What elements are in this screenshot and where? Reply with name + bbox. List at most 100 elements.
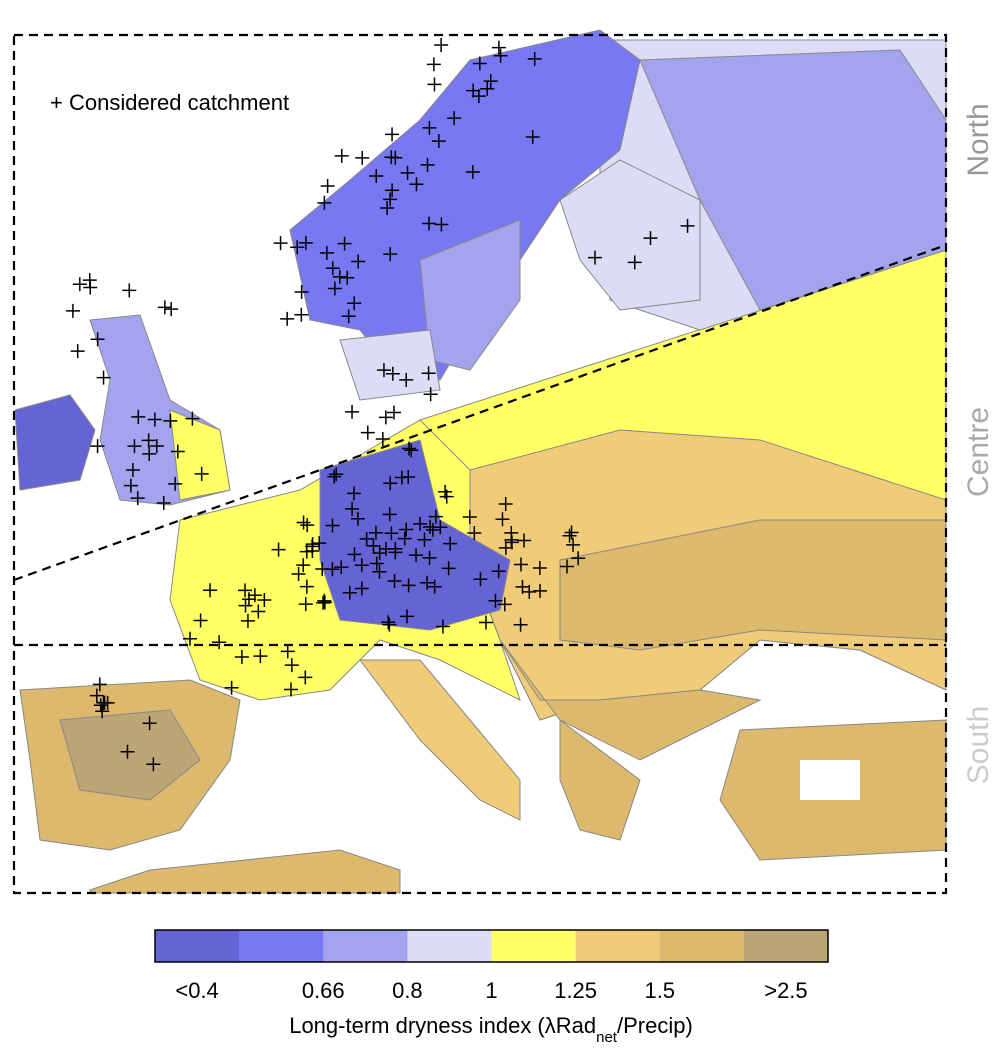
catchment-marker	[325, 518, 340, 533]
catchment-marker	[423, 520, 438, 535]
catchment-marker	[571, 551, 586, 566]
catchment-marker	[341, 309, 356, 324]
catchment-marker	[350, 511, 365, 526]
catchment-marker	[382, 617, 397, 632]
catchment-marker	[345, 404, 360, 419]
catchment-marker	[438, 484, 453, 499]
catchment-marker	[298, 670, 313, 685]
colorbar-tick-label: 1	[485, 978, 497, 1003]
legend-label: + Considered catchment	[50, 90, 289, 115]
catchment-marker	[409, 177, 424, 192]
region-box	[12, 33, 948, 895]
catchment-marker	[283, 682, 298, 697]
catchment-marker	[387, 573, 402, 588]
catchment-marker	[495, 512, 510, 527]
catchment-marker	[257, 592, 272, 607]
catchment-marker	[467, 525, 482, 540]
region-label: South	[962, 706, 992, 784]
catchment-marker	[342, 585, 357, 600]
region-label: North	[962, 103, 992, 176]
land-region	[499, 639, 762, 761]
land-region	[559, 719, 641, 841]
catchment-marker	[203, 583, 218, 598]
catchment-marker	[332, 269, 347, 284]
catchment-marker	[381, 615, 396, 630]
catchment-marker	[355, 150, 370, 165]
catchment-marker	[317, 195, 332, 210]
catchment-marker	[327, 469, 342, 484]
catchment-marker	[493, 48, 508, 63]
catchment-marker	[466, 83, 481, 98]
catchment-marker	[240, 613, 255, 628]
catchment-marker	[562, 528, 577, 543]
catchment-marker	[170, 444, 185, 459]
catchment-marker	[296, 558, 311, 573]
catchment-marker	[280, 644, 295, 659]
catchment-marker	[96, 695, 111, 710]
region-divider	[13, 243, 947, 582]
catchment-marker	[498, 540, 513, 555]
catchment-marker	[284, 658, 299, 673]
catchment-marker	[300, 518, 315, 533]
catchment-marker	[422, 550, 437, 565]
catchment-marker	[82, 273, 97, 288]
catchment-marker	[234, 650, 249, 665]
catchment-marker	[299, 544, 314, 559]
catchment-marker	[425, 522, 440, 537]
catchment-marker	[70, 344, 85, 359]
catchment-marker	[421, 366, 436, 381]
colorbar-bin	[155, 930, 240, 962]
catchment-marker	[431, 134, 446, 149]
catchment-marker	[385, 127, 400, 142]
catchment-marker	[473, 572, 488, 587]
catchment-marker	[347, 296, 362, 311]
catchment-marker	[290, 240, 305, 255]
catchment-marker	[241, 592, 256, 607]
water	[800, 760, 860, 800]
catchment-marker	[96, 370, 111, 385]
catchment-marker	[149, 438, 164, 453]
colorbar-bin	[743, 930, 829, 962]
catchment-marker	[90, 439, 105, 454]
catchment-marker	[156, 496, 171, 511]
catchment-marker	[441, 561, 456, 576]
catchment-marker	[560, 559, 575, 574]
land-region	[59, 709, 201, 801]
catchment-marker	[280, 311, 295, 326]
catchment-marker	[89, 688, 104, 703]
catchment-marker	[488, 593, 503, 608]
colorbar-tick-label: 1.5	[644, 978, 675, 1003]
catchment-marker	[643, 231, 658, 246]
catchment-marker	[329, 467, 344, 482]
catchment-marker	[368, 525, 383, 540]
catchment-marker	[147, 412, 162, 427]
catchment-marker	[385, 183, 400, 198]
colorbar-tick-label: 0.66	[302, 978, 345, 1003]
catchment-marker	[383, 476, 398, 491]
catchment-marker	[320, 178, 335, 193]
colorbar-bin	[239, 930, 324, 962]
catchment-marker	[527, 51, 542, 66]
catchment-marker	[427, 579, 442, 594]
catchment-marker	[420, 575, 435, 590]
catchment-marker	[443, 536, 458, 551]
catchment-marker	[354, 558, 369, 573]
catchment-marker	[402, 441, 417, 456]
catchment-marker	[366, 538, 381, 553]
catchment-marker	[294, 284, 309, 299]
catchment-marker	[298, 597, 313, 612]
title-text: /Precip)	[617, 1013, 693, 1038]
catchment-marker	[238, 598, 253, 613]
catchment-marker	[498, 497, 513, 512]
colorbar-bin	[407, 930, 492, 962]
catchment-marker	[122, 283, 137, 298]
catchment-marker	[422, 120, 437, 135]
catchment-marker	[312, 536, 327, 551]
catchment-marker	[183, 631, 198, 646]
colorbar-tick-label: 1.25	[554, 978, 597, 1003]
catchment-marker	[423, 387, 438, 402]
catchment-marker	[369, 556, 384, 571]
catchment-marker	[471, 89, 486, 104]
catchment-marker	[383, 192, 398, 207]
